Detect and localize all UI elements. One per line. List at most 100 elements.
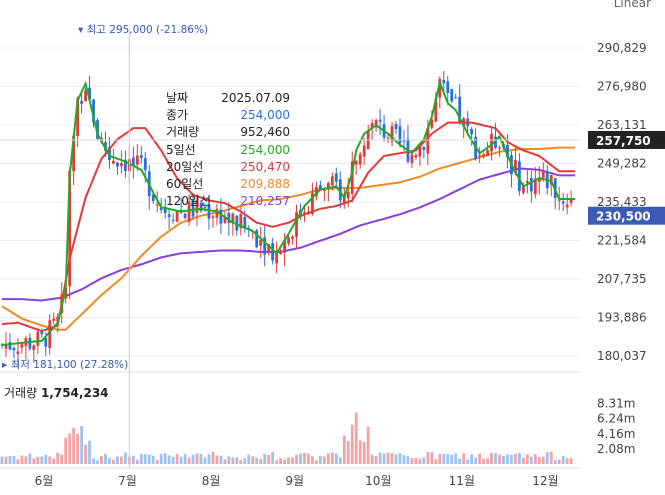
tooltip-value: 2025.07.09	[221, 91, 290, 105]
low-marker: ▸ 최저 181,100 (27.28%)	[2, 359, 128, 371]
volume-bar	[418, 458, 422, 464]
candle-body	[183, 213, 187, 218]
candle-body	[8, 342, 12, 350]
volume-bar	[326, 453, 330, 464]
candle-body	[494, 136, 497, 148]
volume-bar	[506, 454, 509, 464]
volume-bar	[414, 457, 418, 464]
ma120-line	[2, 167, 576, 302]
volume-bar	[139, 453, 143, 464]
volume-bar	[370, 454, 374, 464]
candle-body	[92, 99, 95, 123]
candle-body	[514, 160, 517, 173]
candle-body	[88, 87, 91, 100]
volume-bar	[215, 455, 219, 464]
volume-bar	[442, 453, 446, 464]
volume-bar	[259, 458, 263, 464]
volume-bar	[199, 454, 203, 464]
volume-bar	[12, 456, 16, 464]
volume-bar	[92, 458, 95, 464]
candle-body	[374, 120, 378, 128]
volume-bar	[498, 454, 501, 464]
candle-body	[557, 199, 561, 201]
candle-body	[533, 178, 537, 195]
volume-bar	[163, 453, 167, 464]
high-marker: ▾ 최고 295,000 (-21.86%)	[78, 24, 208, 36]
candle-body	[438, 78, 442, 98]
current-price-badge-text: 230,500	[596, 210, 651, 224]
volume-bar	[386, 452, 390, 464]
volume-bar	[322, 456, 326, 464]
volume-bar	[32, 458, 36, 464]
candle-body	[235, 215, 239, 231]
month-tick-label: 8월	[202, 474, 221, 488]
candle-body	[390, 126, 394, 142]
volume-bar	[104, 453, 107, 464]
candle-body	[454, 97, 458, 99]
candle-body	[191, 199, 195, 217]
candle-body	[518, 161, 521, 192]
candle-body	[275, 250, 279, 264]
candle-body	[131, 157, 135, 166]
volume-bar	[231, 457, 235, 464]
candle-body	[163, 206, 167, 214]
volume-bar	[398, 453, 402, 464]
volume-bar	[88, 440, 91, 464]
grid-lines	[0, 47, 580, 469]
candle-body	[330, 176, 334, 186]
volume-bar	[541, 456, 545, 464]
scale-mode-toggle[interactable]: Linear	[613, 0, 651, 10]
candle-body	[565, 204, 569, 208]
volume-bar	[183, 454, 187, 464]
candle-body	[96, 120, 99, 139]
candle-body	[295, 211, 298, 237]
price-tick-label: 290,829	[597, 41, 647, 55]
volume-title: 거래량 1,754,234	[4, 384, 109, 401]
tooltip-row: 종가 254,000	[166, 107, 290, 124]
volume-bar	[422, 457, 426, 464]
volume-bar	[16, 459, 20, 464]
tooltip-value: 254,000	[240, 108, 290, 123]
candle-body	[195, 199, 199, 213]
candle-body	[370, 123, 374, 128]
price-tick-label: 207,735	[597, 272, 647, 286]
volume-bar	[84, 444, 87, 464]
candle-body	[227, 212, 231, 223]
volume-bar	[155, 460, 159, 464]
tooltip-row: 거래량 952,460	[166, 124, 290, 141]
volume-bar	[120, 456, 123, 464]
candle-body	[315, 187, 318, 197]
volume-bar	[510, 454, 513, 464]
current-price-badge-bg	[588, 206, 665, 225]
ma120-path	[2, 167, 576, 302]
volume-label: 거래량	[4, 386, 38, 400]
volume-bar	[44, 454, 48, 464]
volume-bar	[303, 452, 306, 464]
candle-body	[386, 137, 390, 139]
candle-body	[506, 144, 509, 158]
candle-body	[112, 160, 115, 164]
volume-bar	[338, 457, 342, 464]
candle-body	[32, 345, 36, 351]
volume-bar	[482, 458, 485, 464]
volume-bar	[529, 456, 533, 464]
tooltip-key: 날짜	[166, 91, 189, 105]
volume-bar	[96, 460, 99, 464]
candle-body	[334, 173, 338, 182]
candle-body	[446, 81, 450, 93]
candle-body	[4, 344, 8, 349]
candle-body	[231, 213, 235, 224]
volume-bar	[374, 455, 378, 464]
tooltip-key: 종가	[166, 108, 189, 123]
candle-body	[143, 157, 147, 171]
volume-bar	[60, 454, 64, 464]
volume-bar	[410, 458, 414, 464]
volume-bar	[291, 457, 294, 464]
volume-bar	[565, 458, 569, 464]
price-tick-label: 180,037	[597, 349, 647, 363]
tooltip-value: 254,000	[240, 142, 290, 157]
volume-bar	[525, 454, 529, 464]
volume-bar	[319, 456, 322, 464]
volume-bar	[533, 454, 537, 464]
